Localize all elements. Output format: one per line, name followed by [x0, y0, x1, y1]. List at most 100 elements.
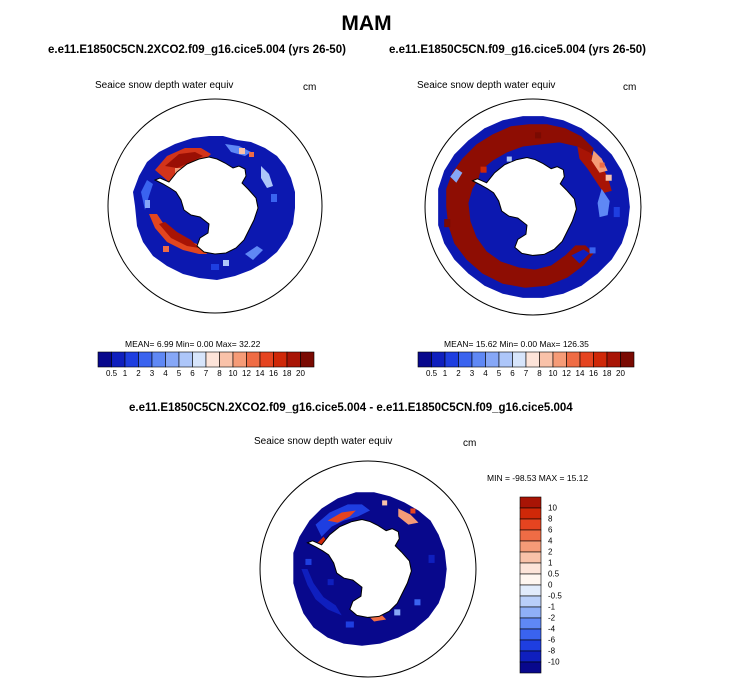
colorbar-tick-label: 4: [483, 369, 488, 378]
grid-cell: [382, 500, 388, 506]
snow-depth-patch: [597, 188, 610, 218]
grid-cell: [249, 152, 254, 157]
colorbar-tick-label: 10: [548, 503, 557, 513]
colorbar-tick-label: 10: [548, 369, 558, 378]
colorbar-tick-label: 8: [548, 514, 553, 524]
colorbar-box: [519, 595, 542, 608]
panel3-title: e.e11.E1850C5CN.2XCO2.f09_g16.cice5.004 …: [129, 402, 573, 414]
panel2-variable-label: Seaice snow depth water equiv: [417, 80, 556, 91]
colorbar-tick-label: 16: [269, 369, 278, 378]
colorbar-tick-label: 18: [282, 369, 292, 378]
colorbar-tick-label: -1: [548, 602, 556, 612]
colorbar-tick-label: 1: [122, 369, 128, 378]
colorbar-tick-label: 6: [510, 369, 515, 378]
grid-cell: [239, 148, 245, 154]
panel2-title: e.e11.E1850C5CN.f09_g16.cice5.004 (yrs 2…: [389, 44, 647, 56]
colorbar-tick-label: 0.5: [548, 569, 560, 579]
snow-depth-patch: [450, 168, 463, 183]
colorbar-box: [519, 661, 542, 674]
snow-depth-patch: [315, 504, 371, 537]
panel1-colorbar: [97, 351, 315, 368]
colorbar-tick-label: 14: [575, 369, 585, 378]
colorbar-box: [138, 351, 153, 368]
colorbar-box: [219, 351, 234, 368]
colorbar-box: [512, 351, 527, 368]
colorbar-box: [444, 351, 459, 368]
colorbar-box: [519, 639, 542, 652]
colorbar-box: [458, 351, 473, 368]
panel3-min-max: MIN = -98.53 MAX = 15.12: [487, 473, 589, 483]
colorbar-tick-label: -10: [548, 657, 560, 667]
colorbar-box: [519, 573, 542, 586]
colorbar-tick-label: 0.5: [105, 369, 118, 378]
colorbar-box: [519, 518, 542, 531]
snow-depth-patch: [327, 510, 356, 523]
snow-depth-patch: [446, 124, 594, 288]
colorbar-tick-label: -6: [548, 635, 556, 645]
colorbar-tick-label: 2: [136, 369, 141, 378]
colorbar-tick-label: -4: [548, 624, 556, 634]
colorbar-tick-label: 7: [523, 369, 529, 378]
snow-depth-patch: [577, 146, 612, 193]
grid-cell: [535, 132, 542, 139]
colorbar-tick-label: 3: [469, 369, 475, 378]
grid-cell: [163, 246, 169, 252]
colorbar-box: [165, 351, 180, 368]
figure-title: MAM: [341, 12, 392, 35]
colorbar-tick-label: 12: [242, 369, 251, 378]
grid-cell: [223, 260, 229, 266]
snow-depth-patch: [571, 249, 590, 264]
colorbar-box: [539, 351, 554, 368]
snow-depth-patch: [141, 180, 153, 210]
colorbar-box: [300, 351, 315, 368]
colorbar-tick-label: 20: [296, 369, 305, 378]
antarctica-landmask: [153, 156, 259, 255]
colorbar-tick-label: -8: [548, 646, 556, 656]
panel2-colorbar: [417, 351, 635, 368]
colorbar-box: [606, 351, 621, 368]
colorbar-box: [552, 351, 567, 368]
grid-cell: [480, 166, 487, 173]
panel1-units-label: cm: [303, 82, 317, 93]
grid-cell: [428, 554, 435, 563]
colorbar-box: [519, 551, 542, 564]
panel1-colorbar-labels: 0.5 1 2 3 4 5 6 7 8 10 12 14 16 18 20: [98, 369, 314, 381]
colorbar-box: [97, 351, 112, 368]
grid-cell: [414, 599, 421, 606]
colorbar-box: [593, 351, 608, 368]
grid-cell: [613, 207, 620, 218]
colorbar-box: [579, 351, 594, 368]
colorbar-tick-label: 5: [176, 369, 182, 378]
grid-cell: [271, 194, 277, 202]
colorbar-box: [286, 351, 301, 368]
snow-depth-patch: [245, 246, 263, 260]
grid-cell: [345, 621, 354, 628]
grid-cell: [506, 156, 512, 162]
colorbar-tick-label: 4: [548, 536, 553, 546]
antarctica-landmask: [306, 519, 412, 618]
grid-cell: [211, 264, 219, 270]
colorbar-box: [519, 529, 542, 542]
colorbar-box: [124, 351, 139, 368]
colorbar-tick-label: 6: [548, 525, 553, 535]
grid-cell: [589, 247, 596, 254]
colorbar-box: [519, 628, 542, 641]
colorbar-tick-label: -0.5: [548, 591, 562, 601]
colorbar-tick-label: 20: [616, 369, 625, 378]
colorbar-box: [431, 351, 446, 368]
colorbar-tick-label: 6: [190, 369, 195, 378]
snow-depth-patch: [301, 569, 342, 616]
grid-cell: [145, 200, 150, 208]
colorbar-box: [417, 351, 432, 368]
colorbar-box: [519, 507, 542, 520]
colorbar-tick-label: 14: [255, 369, 265, 378]
snow-depth-patch: [159, 222, 199, 248]
panel3-variable-label: Seaice snow depth water equiv: [254, 436, 393, 447]
colorbar-tick-label: 12: [562, 369, 571, 378]
panel2-colorbar-labels: 0.5 1 2 3 4 5 6 7 8 10 12 14 16 18 20: [418, 369, 634, 381]
colorbar-tick-label: 16: [589, 369, 598, 378]
colorbar-box: [232, 351, 247, 368]
panel3-colorbar: [519, 496, 542, 674]
grid-cell: [410, 508, 416, 514]
colorbar-tick-label: 7: [203, 369, 209, 378]
